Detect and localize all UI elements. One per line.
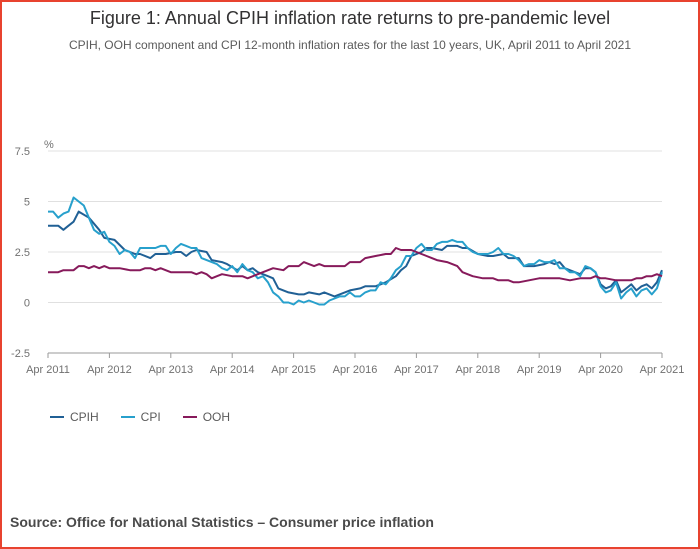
source-note: Source: Office for National Statistics –…	[10, 514, 434, 530]
legend-swatch	[182, 416, 197, 418]
x-tick-label: Apr 2012	[87, 364, 132, 376]
y-tick-label: 5	[24, 197, 30, 209]
chart-legend: CPIH CPI OOH	[50, 410, 230, 424]
legend-label: CPI	[140, 410, 161, 424]
legend-swatch	[50, 416, 64, 418]
x-tick-label: Apr 2016	[333, 364, 378, 376]
y-tick-label: 0	[24, 298, 30, 310]
x-tick-label: Apr 2017	[394, 364, 439, 376]
series-line-ooh	[48, 247, 663, 284]
x-tick-label: Apr 2014	[210, 364, 255, 376]
x-tick-label: Apr 2011	[26, 364, 70, 376]
series-line-cpi	[48, 196, 663, 306]
chart-subtitle: CPIH, OOH component and CPI 12-month inf…	[68, 38, 632, 52]
chart-title: Figure 1: Annual CPIH inflation rate ret…	[89, 8, 611, 28]
legend-swatch	[120, 416, 135, 418]
legend-item-ooh: OOH	[182, 410, 231, 424]
legend-label: OOH	[202, 410, 231, 424]
series-line-cpih	[48, 210, 663, 298]
y-tick-label: 7.5	[15, 146, 30, 158]
x-tick-label: Apr 2015	[271, 364, 316, 376]
y-tick-label: -2.5	[11, 348, 30, 360]
x-tick-label: Apr 2019	[517, 364, 562, 376]
y-tick-label: 2.5	[15, 247, 30, 259]
legend-label: CPIH	[70, 410, 99, 424]
legend-item-cpih: CPIH	[50, 410, 99, 424]
x-tick-label: Apr 2020	[578, 364, 623, 376]
y-axis-unit-label: %	[44, 139, 54, 151]
x-tick-label: Apr 2018	[455, 364, 500, 376]
x-tick-label: Apr 2013	[148, 364, 193, 376]
legend-item-cpi: CPI	[120, 410, 161, 424]
x-tick-label: Apr 2021	[640, 364, 685, 376]
